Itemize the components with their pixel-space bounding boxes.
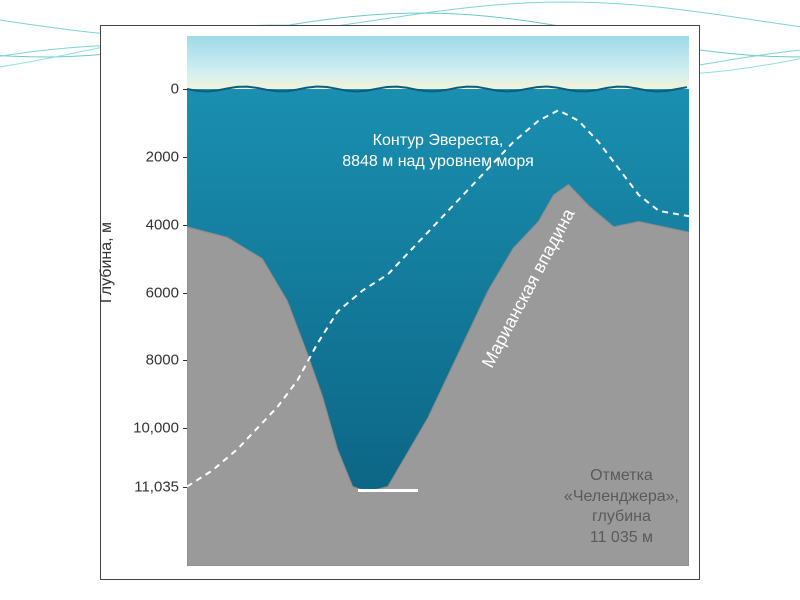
- everest-label-line2: 8848 м над уровнем моря: [342, 153, 534, 170]
- y-tick-label: 6000: [146, 284, 185, 301]
- everest-label: Контур Эвереста, 8848 м над уровнем моря: [342, 131, 534, 173]
- challenger-label: Отметка «Челенджера», глубина 11 035 м: [564, 466, 679, 549]
- challenger-line3: глубина: [592, 508, 651, 525]
- diagram-frame: Глубина, м 0200040006000800010,00011,035: [100, 25, 700, 580]
- y-axis-label: Глубина, м: [98, 221, 116, 302]
- challenger-line4: 11 035 м: [590, 529, 653, 546]
- challenger-depth-marker: [358, 489, 418, 492]
- y-tick-label: 8000: [146, 352, 185, 369]
- challenger-line2: «Челенджера»,: [564, 488, 679, 505]
- y-tick-label: 11,035: [134, 478, 185, 495]
- everest-label-line1: Контур Эвереста,: [373, 132, 504, 149]
- slide-background: Глубина, м 0200040006000800010,00011,035: [0, 0, 800, 600]
- challenger-line1: Отметка: [590, 467, 653, 484]
- y-tick-label: 10,000: [133, 420, 185, 437]
- y-tick-label: 2000: [146, 148, 185, 165]
- y-tick-label: 4000: [146, 216, 185, 233]
